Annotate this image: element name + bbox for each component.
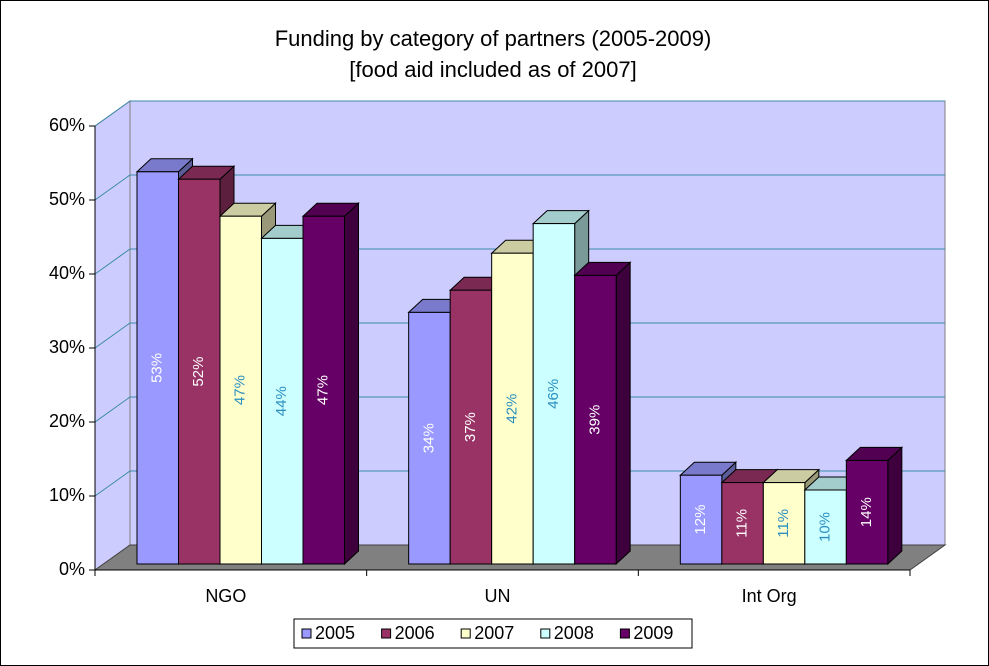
chart-subtitle: [food aid included as of 2007]	[349, 57, 636, 82]
grid-line	[94, 322, 945, 349]
grid-line	[94, 100, 945, 127]
bar-front	[574, 274, 617, 565]
data-label: 34%	[420, 423, 437, 453]
legend-swatch	[540, 628, 551, 639]
bar-side	[615, 261, 631, 566]
bar-front	[408, 311, 451, 565]
bar-side	[344, 202, 359, 566]
legend-swatch	[460, 628, 471, 639]
x-tick-label: NGO	[205, 586, 246, 606]
legend-label: 2009	[633, 623, 673, 643]
bar-side	[887, 446, 903, 566]
data-label: 42%	[503, 394, 520, 424]
data-label: 46%	[545, 379, 562, 409]
x-tick-label: Int Org	[742, 586, 797, 606]
data-label: 53%	[149, 353, 166, 383]
legend-swatch	[619, 628, 630, 639]
data-label: 52%	[190, 357, 207, 387]
y-tick-label: 50%	[49, 189, 85, 209]
bar-front	[679, 474, 723, 565]
data-label: 44%	[273, 386, 290, 416]
bar	[845, 446, 904, 566]
data-label: 37%	[462, 412, 479, 442]
grid-line	[94, 248, 945, 275]
y-tick-label: 40%	[49, 263, 85, 283]
bar-front	[219, 215, 262, 565]
bar-front	[721, 482, 764, 565]
data-label: 11%	[734, 509, 751, 538]
bar-front	[532, 223, 576, 565]
data-label: 47%	[232, 375, 249, 405]
x-tick-label: UN	[485, 586, 511, 606]
chart-title: Funding by category of partners (2005-20…	[275, 26, 712, 51]
bar-front	[804, 489, 847, 565]
bar-front	[261, 237, 304, 565]
legend-label: 2008	[554, 623, 594, 643]
bar-front	[845, 459, 889, 565]
legend-label: 2006	[395, 623, 435, 643]
bar-front	[762, 482, 806, 565]
data-label: 39%	[586, 405, 603, 435]
data-label: 11%	[775, 509, 792, 538]
y-tick-label: 30%	[49, 337, 85, 357]
data-label: 47%	[315, 375, 332, 405]
bar-front	[136, 171, 179, 565]
bar-front	[491, 252, 534, 565]
data-label: 14%	[858, 497, 875, 527]
bar	[573, 261, 632, 566]
legend-swatch	[301, 628, 312, 639]
bar-front	[449, 289, 493, 565]
data-label: 12%	[692, 505, 709, 535]
bar	[301, 202, 360, 566]
y-tick-label: 20%	[49, 411, 85, 431]
grid-line	[94, 470, 945, 497]
legend-label: 2005	[315, 623, 355, 643]
grid-line	[94, 174, 945, 201]
legend-swatch	[381, 628, 392, 639]
bar-front	[178, 178, 221, 565]
bar-front	[302, 215, 345, 565]
y-tick-label: 0%	[59, 559, 85, 579]
legend-label: 2007	[474, 623, 514, 643]
y-tick-label: 60%	[49, 115, 85, 135]
data-label: 10%	[817, 512, 834, 542]
y-tick-label: 10%	[49, 485, 85, 505]
grid-line	[94, 396, 945, 423]
